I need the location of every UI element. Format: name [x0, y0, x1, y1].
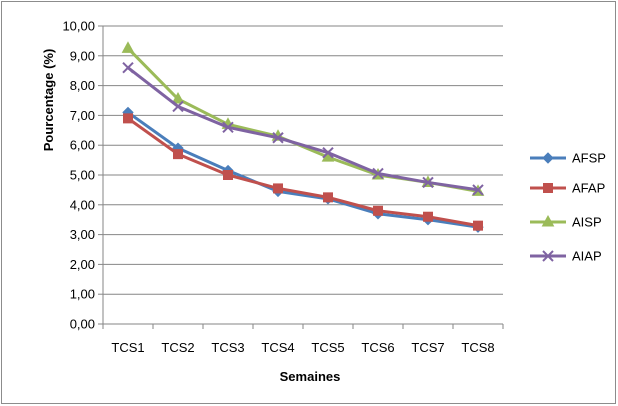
series-aisp: [121, 41, 485, 196]
legend: AFSP AFAP AISP AIAP: [530, 151, 606, 264]
legend-marker-afsp: [542, 152, 554, 164]
y-tick-label: 9,00: [70, 48, 95, 63]
data-point-aiap: [422, 176, 434, 189]
x-tick-label: TCS4: [261, 340, 294, 355]
y-tick-label: 1,00: [70, 287, 95, 302]
grid-lines: [103, 25, 503, 295]
y-tick-label: 10,00: [62, 19, 95, 34]
x-tick-label: TCS3: [211, 340, 244, 355]
x-tick-label: TCS2: [161, 340, 194, 355]
legend-label-afap: AFAP: [572, 181, 605, 196]
data-point-aiap: [372, 167, 384, 180]
legend-item-afap: AFAP: [530, 181, 605, 196]
x-tick-label: TCS1: [111, 340, 144, 355]
series-line-aiap: [127, 66, 479, 192]
y-tick-label: 7,00: [70, 108, 95, 123]
data-point-afap: [273, 183, 283, 194]
data-point-afap: [473, 220, 483, 231]
data-point-afap: [373, 205, 383, 216]
data-point-aiap: [472, 184, 484, 196]
y-tick-label: 4,00: [70, 197, 95, 212]
y-tick-label: 8,00: [70, 78, 95, 93]
y-tick-label: 5,00: [70, 168, 95, 183]
series-afap: [123, 113, 483, 231]
legend-marker-afap: [543, 183, 553, 193]
x-tick-label: TCS7: [411, 340, 444, 355]
series-group: [121, 41, 485, 233]
x-axis-label: Semaines: [280, 369, 341, 384]
legend-label-aisp: AISP: [572, 215, 602, 230]
series-aiap: [122, 62, 484, 196]
data-point-aisp: [171, 91, 185, 104]
data-point-afap: [223, 170, 233, 180]
x-tick-label: TCS8: [461, 340, 494, 355]
x-tick-labels: TCS1 TCS2 TCS3 TCS4 TCS5 TCS6 TCS7 TCS8: [111, 340, 494, 355]
series-line-afsp: [127, 111, 479, 229]
y-tick-label: 2,00: [70, 257, 95, 272]
data-point-aiap: [272, 132, 284, 144]
legend-marker-aiap: [542, 250, 554, 262]
x-tick-label: TCS6: [361, 340, 394, 355]
y-tick-label: 3,00: [70, 227, 95, 242]
series-line-afap: [127, 117, 479, 228]
data-point-afap: [173, 149, 183, 160]
data-point-aisp: [121, 41, 135, 53]
data-point-afap: [323, 192, 333, 203]
y-axis-label: Pourcentage (%): [41, 49, 56, 152]
y-tick-label: 6,00: [70, 138, 95, 153]
legend-label-afsp: AFSP: [572, 151, 606, 166]
data-point-aiap: [322, 146, 334, 159]
legend-item-aisp: AISP: [530, 215, 602, 230]
legend-item-aiap: AIAP: [530, 249, 602, 264]
legend-item-afsp: AFSP: [530, 151, 606, 166]
data-point-aiap: [172, 100, 184, 113]
data-point-aiap: [222, 121, 234, 134]
legend-marker-aisp: [541, 214, 555, 227]
data-point-aiap: [122, 62, 134, 74]
legend-label-aiap: AIAP: [572, 249, 602, 264]
series-line-aisp: [126, 47, 479, 193]
data-point-afap: [123, 113, 133, 124]
y-tick-labels: 0,00 1,00 2,00 3,00 4,00 5,00 6,00 7,00 8,00 9,00…: [62, 19, 95, 332]
data-point-afap: [423, 211, 433, 222]
y-tick-label: 0,00: [70, 317, 95, 332]
axes: [98, 25, 504, 329]
x-tick-label: TCS5: [311, 340, 344, 355]
